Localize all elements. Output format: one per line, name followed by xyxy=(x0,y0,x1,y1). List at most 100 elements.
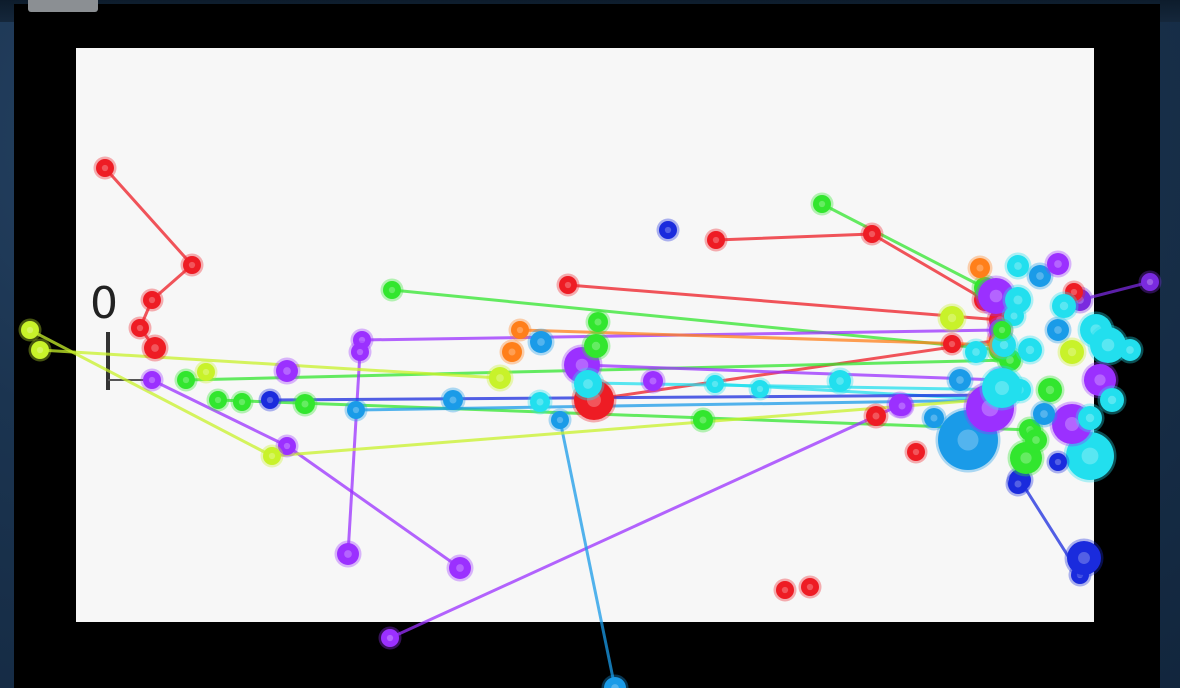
series-11-point-0-highlight xyxy=(386,634,394,642)
bubble-48-highlight xyxy=(999,340,1009,350)
bubble-24 xyxy=(1067,541,1101,575)
series-15-point-0 xyxy=(261,391,279,409)
bubble-30-highlight xyxy=(1013,295,1023,305)
bubble-15-highlight xyxy=(649,377,657,385)
bubble-22 xyxy=(443,390,463,410)
series-2-point-0-highlight xyxy=(712,236,720,244)
series-11-point-0 xyxy=(381,629,399,647)
series-0-point-2-highlight xyxy=(148,296,156,304)
bubble-33-highlight xyxy=(1014,262,1022,270)
bubble-50 xyxy=(1060,340,1084,364)
series-20-point-1 xyxy=(263,447,281,465)
bubble-0-highlight xyxy=(664,226,672,234)
bubble-39-highlight xyxy=(1126,346,1134,354)
bubble-20-highlight xyxy=(202,368,210,376)
bubble-38 xyxy=(1084,364,1116,396)
series-15-point-0-highlight xyxy=(266,396,274,404)
bubble-19-highlight xyxy=(301,400,309,408)
bubble-31 xyxy=(1029,265,1051,287)
series-line-22 xyxy=(1079,280,1151,302)
series-line-4 xyxy=(391,288,1001,352)
bubble-48 xyxy=(992,333,1016,357)
series-21-point-0 xyxy=(31,341,49,359)
series-7-point-0 xyxy=(177,371,195,389)
series-19-point-0 xyxy=(511,321,529,339)
bubble-45 xyxy=(1047,319,1069,341)
series-9-point-2-highlight xyxy=(456,564,464,572)
bubble-29 xyxy=(978,278,1014,314)
bubble-37-highlight xyxy=(1065,417,1079,431)
series-0-point-2 xyxy=(143,291,161,309)
bubble-31-highlight xyxy=(1036,272,1044,280)
bubble-1 xyxy=(776,581,794,599)
bubble-0 xyxy=(659,221,677,239)
series-5-point-0-highlight xyxy=(818,200,826,208)
series-20-point-0-highlight xyxy=(26,326,34,334)
bubble-19 xyxy=(295,394,315,414)
series-line-3 xyxy=(589,338,1001,402)
bubble-7 xyxy=(502,342,522,362)
series-20-point-0 xyxy=(21,321,39,339)
bubble-28 xyxy=(982,368,1022,408)
bubble-7-highlight xyxy=(508,348,516,356)
bubble-55-highlight xyxy=(1085,413,1095,423)
bubble-50-highlight xyxy=(1067,347,1077,357)
series-7-point-0-highlight xyxy=(182,376,190,384)
bubble-17 xyxy=(829,370,851,392)
series-21-point-0-highlight xyxy=(36,346,44,354)
bubble-55 xyxy=(1078,406,1102,430)
bubble-14-highlight xyxy=(699,416,707,424)
series-0-point-0 xyxy=(96,159,114,177)
plot-area xyxy=(76,48,1094,622)
bubble-36 xyxy=(1066,432,1114,480)
series-14-point-0 xyxy=(706,375,724,393)
bubble-2-highlight xyxy=(806,583,814,591)
bubble-9-highlight xyxy=(575,358,589,372)
series-17-point-0-highlight xyxy=(352,406,360,414)
bubble-33 xyxy=(1007,255,1029,277)
series-10-point-1 xyxy=(337,543,359,565)
series-22-point-0 xyxy=(1141,273,1159,291)
bubble-44 xyxy=(1033,403,1055,425)
bubble-24-highlight xyxy=(1078,552,1090,564)
bubble-18 xyxy=(276,360,298,382)
series-14-point-0-highlight xyxy=(711,380,719,388)
series-6-point-0-highlight xyxy=(214,396,222,404)
bubble-14 xyxy=(693,410,713,430)
series-18-point-1-highlight xyxy=(611,684,619,688)
bubble-43-highlight xyxy=(1045,385,1055,395)
bubble-39 xyxy=(1119,339,1141,361)
bubble-12 xyxy=(588,312,608,332)
bubble-56-highlight xyxy=(898,402,906,410)
series-9-point-0-highlight xyxy=(148,376,156,384)
series-0-point-4-highlight xyxy=(151,344,159,352)
series-9-point-2 xyxy=(449,557,471,579)
zero-annotation: 0 xyxy=(90,278,118,329)
series-line-15 xyxy=(269,393,1001,402)
bubble-53-highlight xyxy=(1010,312,1018,320)
series-1-point-0-highlight xyxy=(564,281,572,289)
bubble-3 xyxy=(866,406,886,426)
series-17-point-0 xyxy=(347,401,365,419)
series-18-point-0-highlight xyxy=(556,416,564,424)
series-9-point-1-highlight xyxy=(283,442,291,450)
series-21-point-1-highlight xyxy=(496,374,504,382)
bubble-15 xyxy=(643,371,663,391)
series-6-point-0 xyxy=(209,391,227,409)
series-8-point-0-highlight xyxy=(358,336,366,344)
bubble-20 xyxy=(197,363,215,381)
bubble-40-highlight xyxy=(1107,395,1117,405)
series-22-point-0-highlight xyxy=(1146,278,1154,286)
bubble-16-highlight xyxy=(756,385,764,393)
bubble-51-highlight xyxy=(948,340,956,348)
bubble-29-highlight xyxy=(989,289,1003,303)
bubble-16 xyxy=(751,380,769,398)
bubble-10 xyxy=(574,370,602,398)
bubble-23-highlight xyxy=(536,398,544,406)
series-0-point-0-highlight xyxy=(101,164,109,172)
bubble-21 xyxy=(233,393,251,411)
bubble-52 xyxy=(949,369,971,391)
bubble-51 xyxy=(943,335,961,353)
bubble-13 xyxy=(584,334,608,358)
window-tab xyxy=(28,0,98,12)
